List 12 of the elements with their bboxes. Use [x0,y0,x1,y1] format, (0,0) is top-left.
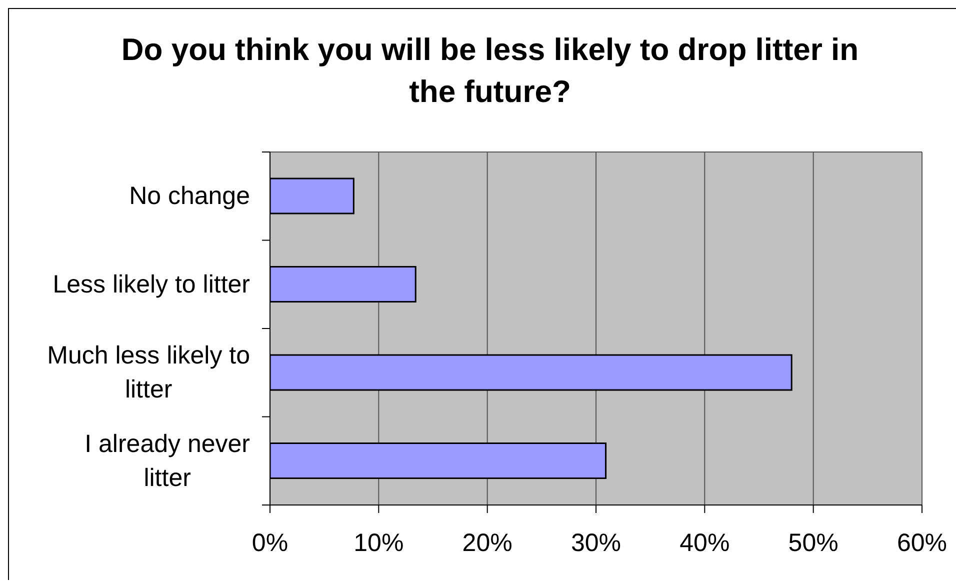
chart-title: Do you think you will be less likely to drop litter in the future? [120,31,860,111]
y-tick-label: I already never litter [84,430,250,492]
y-tick-label: Much less likely to litter [47,342,250,404]
x-tick-label: 20% [462,528,512,557]
x-tick-label: 60% [896,528,948,557]
y-tick-label: No change [129,182,250,210]
x-tick-label: 10% [354,528,404,557]
x-tick-label: 30% [570,528,622,557]
x-tick-label: 50% [788,528,838,557]
y-tick-label: Less likely to litter [52,270,250,298]
x-tick-label: 0% [252,528,288,557]
x-tick-label: 40% [680,528,730,557]
